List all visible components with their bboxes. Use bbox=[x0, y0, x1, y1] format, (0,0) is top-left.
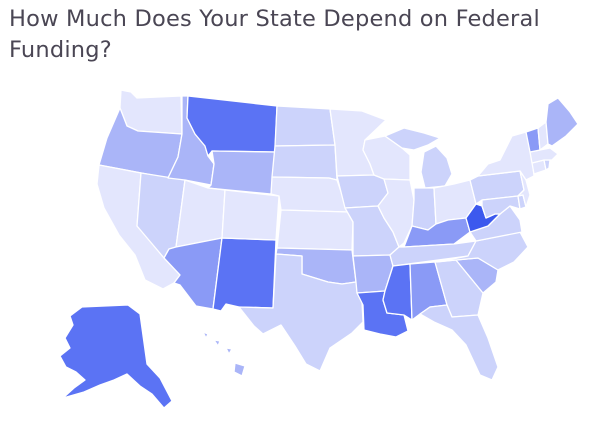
state-MI-upper[interactable] bbox=[384, 127, 441, 151]
state-SD[interactable] bbox=[271, 144, 338, 181]
state-WY[interactable] bbox=[207, 150, 276, 195]
state-AK[interactable] bbox=[59, 304, 173, 409]
state-ME[interactable] bbox=[545, 97, 579, 147]
state-UT[interactable] bbox=[175, 179, 226, 248]
state-FL[interactable] bbox=[419, 304, 499, 381]
state-TX[interactable] bbox=[238, 253, 364, 372]
state-MI[interactable] bbox=[420, 145, 453, 189]
map-title: How Much Does Your State Depend on Feder… bbox=[9, 6, 540, 63]
state-NE[interactable] bbox=[270, 176, 349, 213]
state-CO[interactable] bbox=[221, 189, 280, 241]
state-MA[interactable] bbox=[529, 147, 559, 164]
state-NM[interactable] bbox=[212, 237, 277, 312]
state-ND[interactable] bbox=[274, 105, 336, 147]
state-KS[interactable] bbox=[276, 209, 354, 251]
state-NY[interactable] bbox=[477, 131, 535, 181]
state-IN[interactable] bbox=[411, 187, 437, 231]
state-NJ[interactable] bbox=[517, 170, 531, 208]
state-HI[interactable] bbox=[202, 331, 246, 377]
